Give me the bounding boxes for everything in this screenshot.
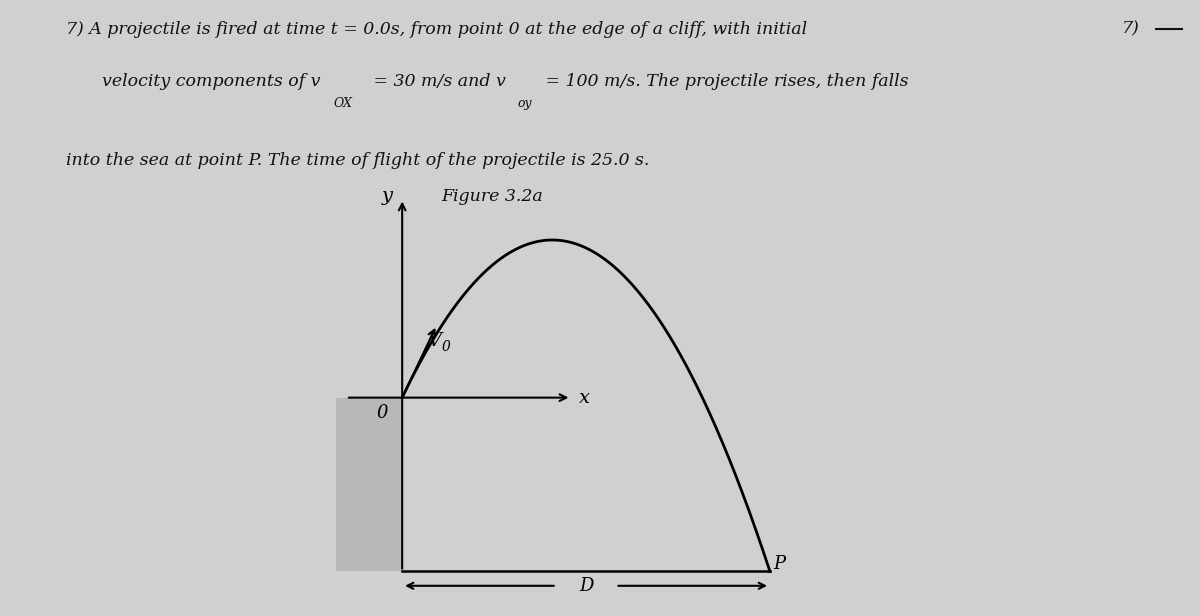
Text: 0: 0 — [376, 404, 388, 422]
Text: into the sea at point P. The time of flight of the projectile is 25.0 s.: into the sea at point P. The time of fli… — [66, 152, 649, 169]
Text: V: V — [427, 332, 442, 350]
Text: Figure 3.2a: Figure 3.2a — [442, 188, 542, 205]
Text: D: D — [578, 577, 593, 595]
Text: = 30 m/s and v: = 30 m/s and v — [368, 73, 506, 90]
Text: x: x — [578, 389, 589, 407]
Text: 7) A projectile is fired at time t = 0.0s, from point 0 at the edge of a cliff, : 7) A projectile is fired at time t = 0.0… — [66, 21, 808, 38]
Text: OX: OX — [334, 97, 353, 110]
Text: velocity components of v: velocity components of v — [102, 73, 320, 90]
Text: 0: 0 — [442, 341, 451, 354]
Text: 7): 7) — [1122, 21, 1140, 38]
Text: P: P — [774, 556, 786, 573]
Text: y: y — [382, 187, 394, 205]
Bar — [336, 398, 402, 572]
Text: oy: oy — [517, 97, 532, 110]
Text: = 100 m/s. The projectile rises, then falls: = 100 m/s. The projectile rises, then fa… — [540, 73, 908, 90]
